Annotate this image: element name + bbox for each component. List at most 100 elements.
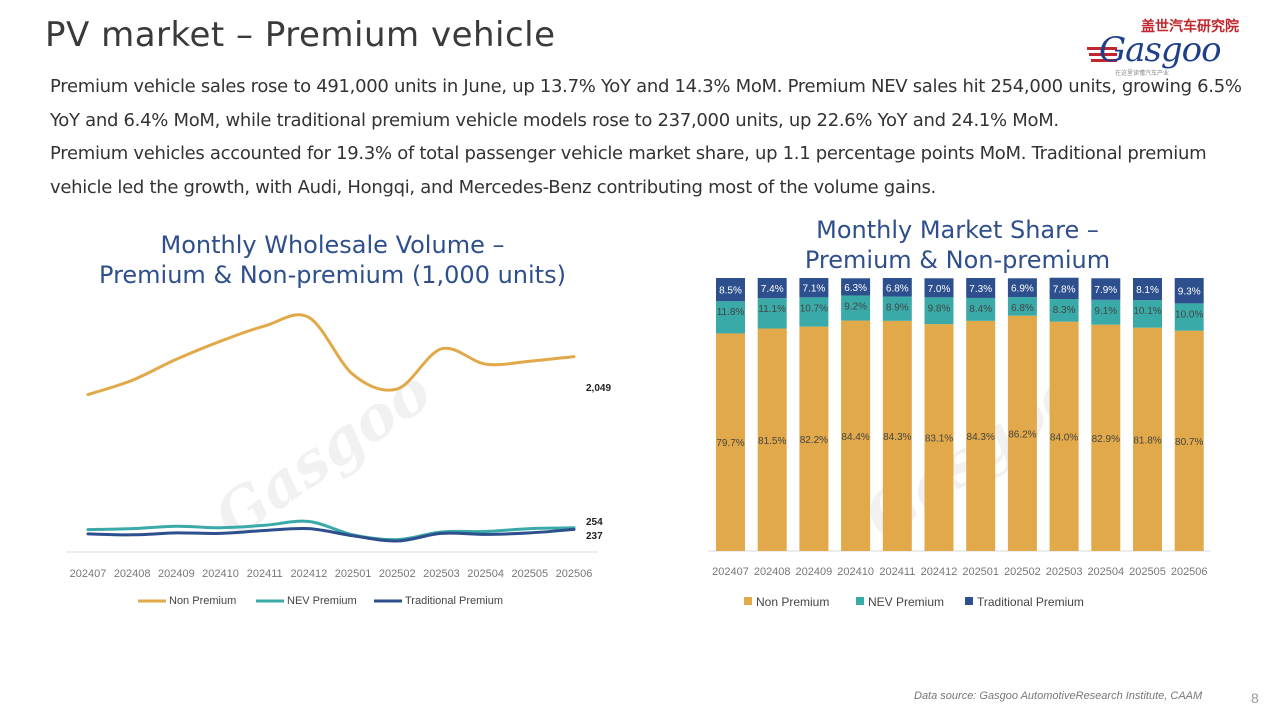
data-source-note: Data source: Gasgoo AutomotiveResearch I… xyxy=(914,690,1203,702)
share-bar-segment-0 xyxy=(966,320,996,551)
share-data-label: 80.7% xyxy=(1175,437,1203,448)
share-x-tick-label: 202506 xyxy=(1171,566,1208,578)
share-bar-segment-1 xyxy=(1133,300,1162,328)
share-x-tick-label: 202410 xyxy=(837,566,874,578)
share-data-label: 10.0% xyxy=(1175,309,1203,320)
share-bar-segment-2 xyxy=(1133,278,1162,301)
share-x-tick-label: 202407 xyxy=(712,566,749,578)
volume-series-line-2 xyxy=(86,526,576,543)
share-bar-segment-0 xyxy=(1007,315,1037,551)
share-bar-segment-2 xyxy=(799,278,829,298)
volume-x-tick-label: 202502 xyxy=(379,568,416,580)
share-bar-segment-2 xyxy=(1049,277,1079,300)
volume-x-tick-label: 202506 xyxy=(556,568,593,580)
share-data-label: 7.8% xyxy=(1053,284,1076,295)
volume-series-line-0 xyxy=(86,313,576,397)
logo-cn-text: 盖世汽车研究院 xyxy=(1141,19,1239,35)
share-bar-segment-0 xyxy=(924,324,954,551)
volume-x-tick-label: 202504 xyxy=(467,568,504,580)
volume-legend-label: Non Premium xyxy=(169,595,236,607)
share-data-label: 81.8% xyxy=(1133,435,1161,446)
share-data-label: 7.1% xyxy=(803,284,826,295)
share-data-label: 8.1% xyxy=(1136,285,1159,296)
share-data-label: 82.9% xyxy=(1092,434,1120,445)
volume-x-tick-label: 202408 xyxy=(114,568,151,580)
share-bar-segment-1 xyxy=(966,297,996,321)
share-legend-swatch xyxy=(965,597,973,605)
share-data-label: 84.4% xyxy=(841,432,869,443)
share-bar-segment-1 xyxy=(924,297,954,325)
share-legend-swatch xyxy=(744,597,752,605)
volume-chart-title-line1: Monthly Wholesale Volume – xyxy=(160,231,505,259)
share-legend-swatch xyxy=(856,597,864,605)
volume-x-tick-label: 202409 xyxy=(158,568,195,580)
share-data-label: 6.8% xyxy=(886,283,909,294)
share-data-label: 8.3% xyxy=(1053,305,1076,316)
share-data-label: 86.2% xyxy=(1008,429,1036,440)
share-data-label: 9.3% xyxy=(1178,287,1201,298)
share-data-label: 6.3% xyxy=(844,283,867,294)
share-x-tick-label: 202504 xyxy=(1087,566,1124,578)
page-title: PV market – Premium vehicle xyxy=(45,15,556,55)
volume-x-tick-label: 202505 xyxy=(511,568,548,580)
share-bar-segment-1 xyxy=(716,301,745,334)
share-data-label: 9.1% xyxy=(1094,306,1117,317)
share-bar-segment-1 xyxy=(799,297,829,327)
volume-x-tick-label: 202501 xyxy=(335,568,372,580)
gasgoo-logo: 盖世汽车研究院 Gasgoo 在这里读懂汽车产业 xyxy=(1085,14,1245,77)
share-chart-title: Monthly Market Share – Premium & Non-pre… xyxy=(700,215,1215,275)
volume-legend-label: NEV Premium xyxy=(287,595,357,607)
share-bar-segment-0 xyxy=(1174,330,1204,551)
share-data-label: 9.2% xyxy=(844,301,867,312)
share-bar-segment-1 xyxy=(1007,297,1037,316)
volume-chart-title-line2: Premium & Non-premium (1,000 units) xyxy=(99,261,566,289)
share-data-label: 7.9% xyxy=(1094,285,1117,296)
share-data-label: 8.5% xyxy=(719,286,742,297)
share-x-tick-label: 202501 xyxy=(962,566,999,578)
share-bar-segment-0 xyxy=(1049,321,1079,551)
volume-end-label: 254 xyxy=(586,517,603,528)
share-data-label: 8.9% xyxy=(886,303,909,314)
share-chart-title-line2: Premium & Non-premium xyxy=(804,246,1111,274)
share-data-label: 82.2% xyxy=(800,435,828,446)
share-x-tick-label: 202503 xyxy=(1046,566,1083,578)
share-x-tick-label: 202409 xyxy=(796,566,833,578)
share-bar-segment-0 xyxy=(1133,327,1162,551)
share-bar-segment-1 xyxy=(1049,299,1079,322)
volume-series-line-1 xyxy=(86,519,576,542)
share-legend-label: NEV Premium xyxy=(868,595,944,609)
volume-end-label: 237 xyxy=(586,531,603,542)
share-bar-segment-2 xyxy=(1174,278,1204,304)
intro-text: Premium vehicle sales rose to 491,000 un… xyxy=(50,70,1250,204)
volume-x-tick-label: 202407 xyxy=(70,568,107,580)
share-bar-segment-0 xyxy=(757,328,787,551)
share-data-label: 6.9% xyxy=(1011,284,1034,295)
volume-chart-title: Monthly Wholesale Volume – Premium & Non… xyxy=(60,230,605,290)
share-bar-segment-1 xyxy=(1174,303,1204,331)
volume-x-tick-label: 202503 xyxy=(423,568,460,580)
share-data-label: 84.3% xyxy=(883,432,911,443)
volume-legend-label: Traditional Premium xyxy=(405,595,503,607)
share-bar-segment-2 xyxy=(1007,278,1037,298)
share-bar-segment-2 xyxy=(757,278,787,299)
share-data-label: 84.0% xyxy=(1050,432,1078,443)
share-data-label: 8.4% xyxy=(969,304,992,315)
share-x-tick-label: 202408 xyxy=(754,566,791,578)
share-bar-segment-2 xyxy=(882,278,912,297)
share-bar-segment-0 xyxy=(882,320,912,551)
share-data-label: 11.1% xyxy=(758,304,786,315)
intro-paragraph-1: Premium vehicle sales rose to 491,000 un… xyxy=(50,76,1242,131)
share-bar-segment-0 xyxy=(716,333,745,551)
share-bar-segment-1 xyxy=(882,296,912,321)
volume-x-tick-label: 202412 xyxy=(291,568,328,580)
share-bar-segment-2 xyxy=(966,278,996,298)
volume-x-tick-label: 202410 xyxy=(202,568,239,580)
share-data-label: 10.7% xyxy=(800,303,828,314)
share-data-label: 7.0% xyxy=(928,284,951,295)
share-bar-segment-2 xyxy=(841,278,871,296)
logo-brand-text: Gasgoo xyxy=(1099,30,1222,70)
share-legend-label: Traditional Premium xyxy=(977,595,1084,609)
share-bar-segment-2 xyxy=(1091,278,1121,300)
logo-stripes-icon xyxy=(1087,47,1117,62)
